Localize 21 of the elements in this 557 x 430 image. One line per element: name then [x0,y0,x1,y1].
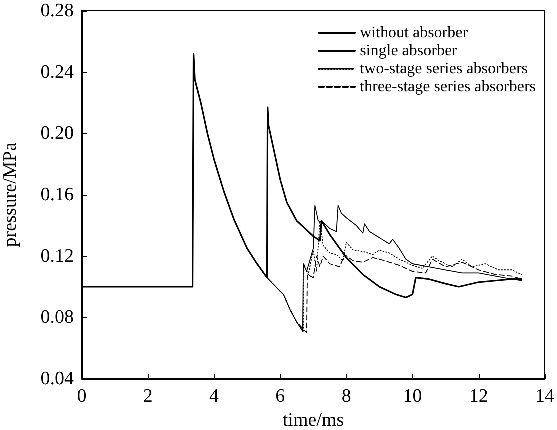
y-tick-label: 0.08 [40,307,74,328]
legend-label: three-stage series absorbers [360,78,536,96]
x-tick-label: 14 [536,386,555,407]
x-tick-label: 12 [469,386,488,407]
x-tick-label: 6 [276,386,286,407]
y-tick-label: 0.24 [40,62,74,83]
x-tick-label: 0 [77,386,87,407]
legend-label: single absorber [360,42,458,60]
legend-label: without absorber [360,24,469,42]
x-tick-label: 8 [342,386,352,407]
y-tick-label: 0.12 [40,246,74,267]
x-axis-title: time/ms [282,410,344,430]
x-tick-label: 4 [210,386,220,407]
y-tick-label: 0.04 [40,368,74,390]
y-tick-label: 0.28 [40,0,74,22]
y-axis-title: pressure/MPa [0,142,21,248]
y-tick-label: 0.20 [40,123,74,144]
legend-label: two-stage series absorbers [360,60,528,78]
y-tick-label: 0.16 [40,184,74,206]
x-tick-label: 2 [143,386,153,407]
x-tick-label: 10 [403,386,422,407]
